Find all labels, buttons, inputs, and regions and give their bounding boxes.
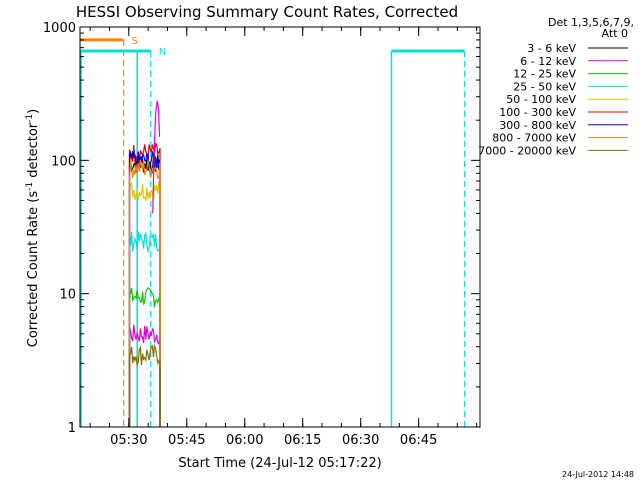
data-layer bbox=[128, 100, 161, 427]
series-spike bbox=[152, 100, 161, 214]
x-tick-label: 05:30 bbox=[110, 433, 147, 448]
y-axis-label-exp2: -1 bbox=[25, 114, 35, 123]
y-tick-label: 10 bbox=[59, 288, 76, 303]
chart-title: HESSI Observing Summary Count Rates, Cor… bbox=[76, 3, 458, 21]
axes: 1 10 100 1000 05:30 05:45 06:00 06:15 06:30 06:45 bbox=[43, 21, 481, 448]
legend-entry-label: 25 - 50 keV bbox=[513, 80, 576, 93]
series-line bbox=[128, 153, 161, 427]
y-tick-label: 1000 bbox=[43, 21, 76, 36]
series-line bbox=[128, 286, 161, 427]
y-axis-label-end: ) bbox=[26, 109, 41, 114]
legend-entry-label: 12 - 25 keV bbox=[513, 68, 576, 81]
series-line bbox=[128, 343, 161, 427]
series-line bbox=[128, 141, 161, 427]
x-tick-label: 06:30 bbox=[342, 433, 379, 448]
flag-label: N bbox=[159, 47, 166, 58]
legend-entry-label: 300 - 800 keV bbox=[499, 119, 576, 132]
x-axis-label: Start Time (24-Jul-12 05:17:22) bbox=[178, 456, 381, 471]
x-tick-label: 06:15 bbox=[284, 433, 321, 448]
x-tick-label: 06:45 bbox=[400, 433, 437, 448]
y-axis-label-main: Corrected Count Rate (s bbox=[26, 191, 41, 348]
series-line bbox=[128, 150, 161, 427]
legend-entry-label: 100 - 300 keV bbox=[499, 106, 576, 119]
legend-entry-label: 800 - 7000 keV bbox=[492, 132, 576, 145]
y-tick-label: 100 bbox=[51, 154, 76, 169]
series-line bbox=[128, 181, 161, 427]
plot-frame bbox=[79, 26, 481, 428]
legend-header-detectors: Det 1,3,5,6,7,9, bbox=[548, 16, 634, 29]
series-line bbox=[128, 159, 161, 427]
x-tick-label: 05:45 bbox=[168, 433, 205, 448]
flag-label: S bbox=[132, 36, 138, 47]
legend-entry-label: 50 - 100 keV bbox=[506, 93, 576, 106]
x-tick-label: 06:00 bbox=[226, 433, 263, 448]
legend-header-attenuator: Att 0 bbox=[602, 27, 628, 40]
y-axis-label-mid: detector bbox=[26, 122, 41, 182]
legend-entry-label: 7000 - 20000 keV bbox=[478, 144, 576, 157]
y-axis-label: Corrected Count Rate (s-1 detector-1) bbox=[25, 109, 41, 347]
series-line bbox=[128, 231, 161, 427]
y-tick-label: 1 bbox=[68, 421, 76, 436]
series-line bbox=[128, 324, 161, 427]
legend-entry-label: 3 - 6 keV bbox=[527, 42, 576, 55]
legend-entry-label: 6 - 12 keV bbox=[520, 55, 576, 68]
footer-timestamp: 24-Jul-2012 14:48 bbox=[562, 470, 634, 479]
y-axis-label-exp1: -1 bbox=[25, 182, 35, 191]
